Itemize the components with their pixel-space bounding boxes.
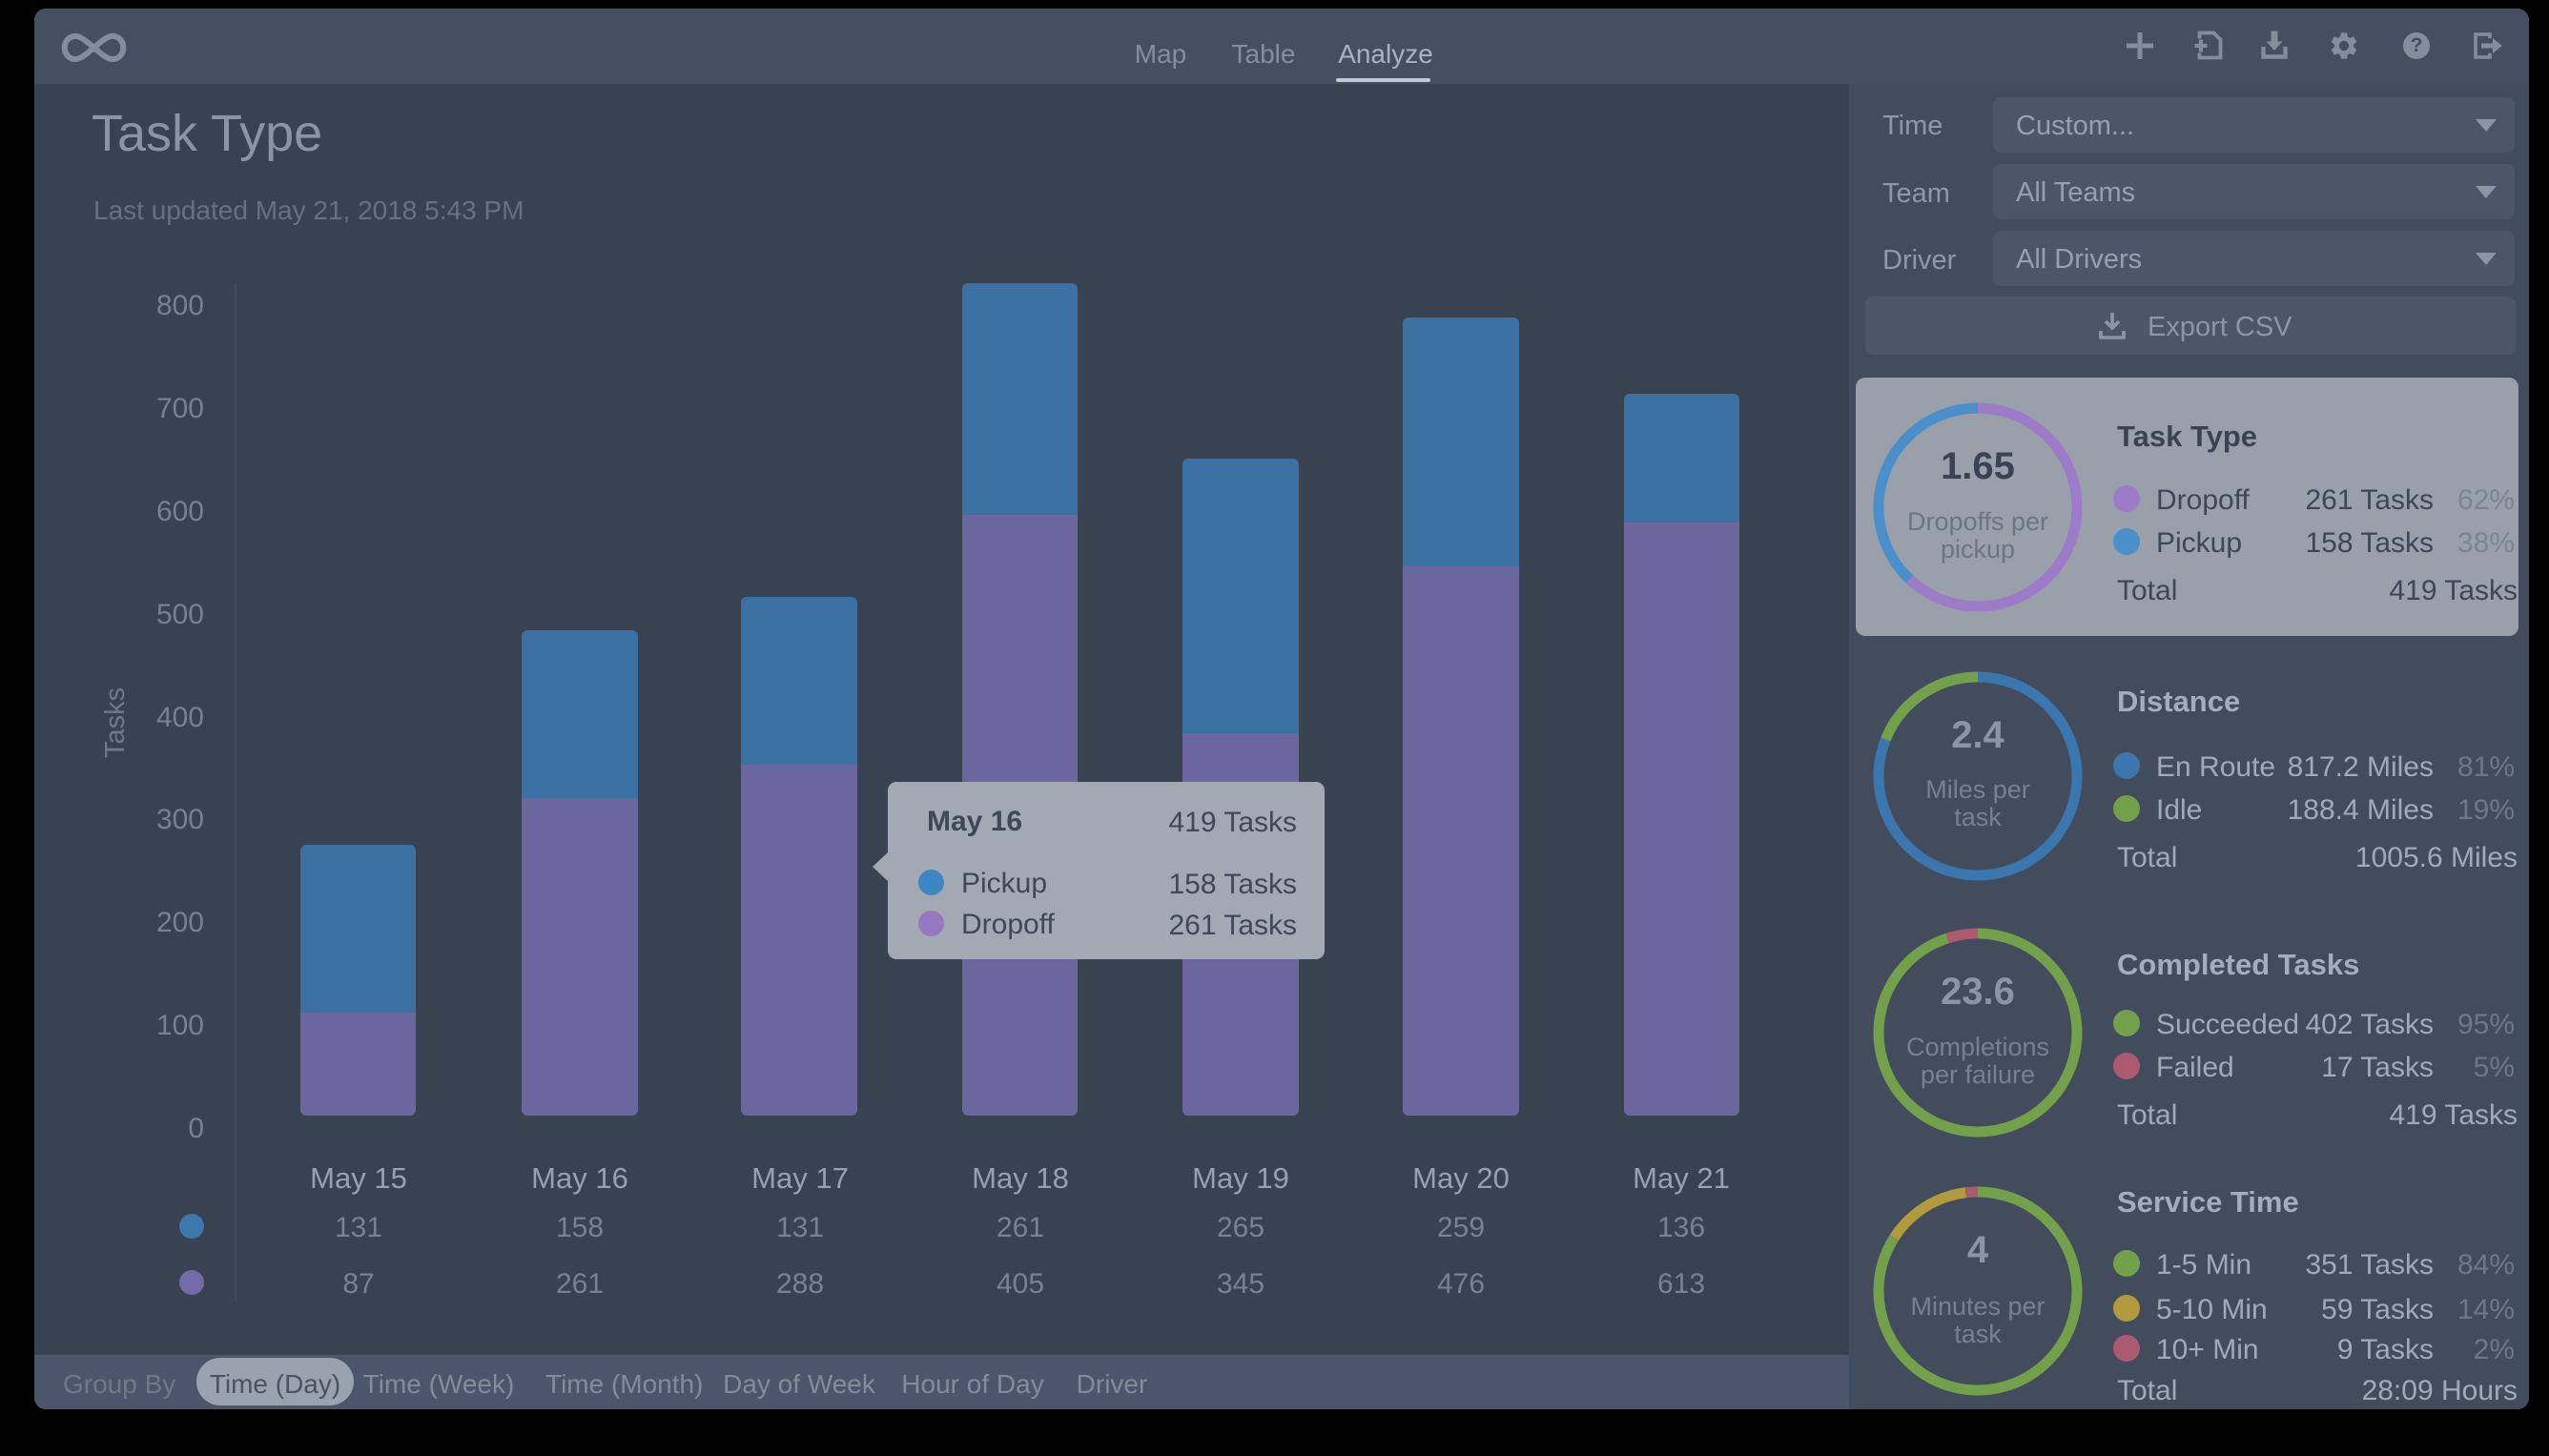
svg-text:?: ?	[2411, 34, 2423, 56]
